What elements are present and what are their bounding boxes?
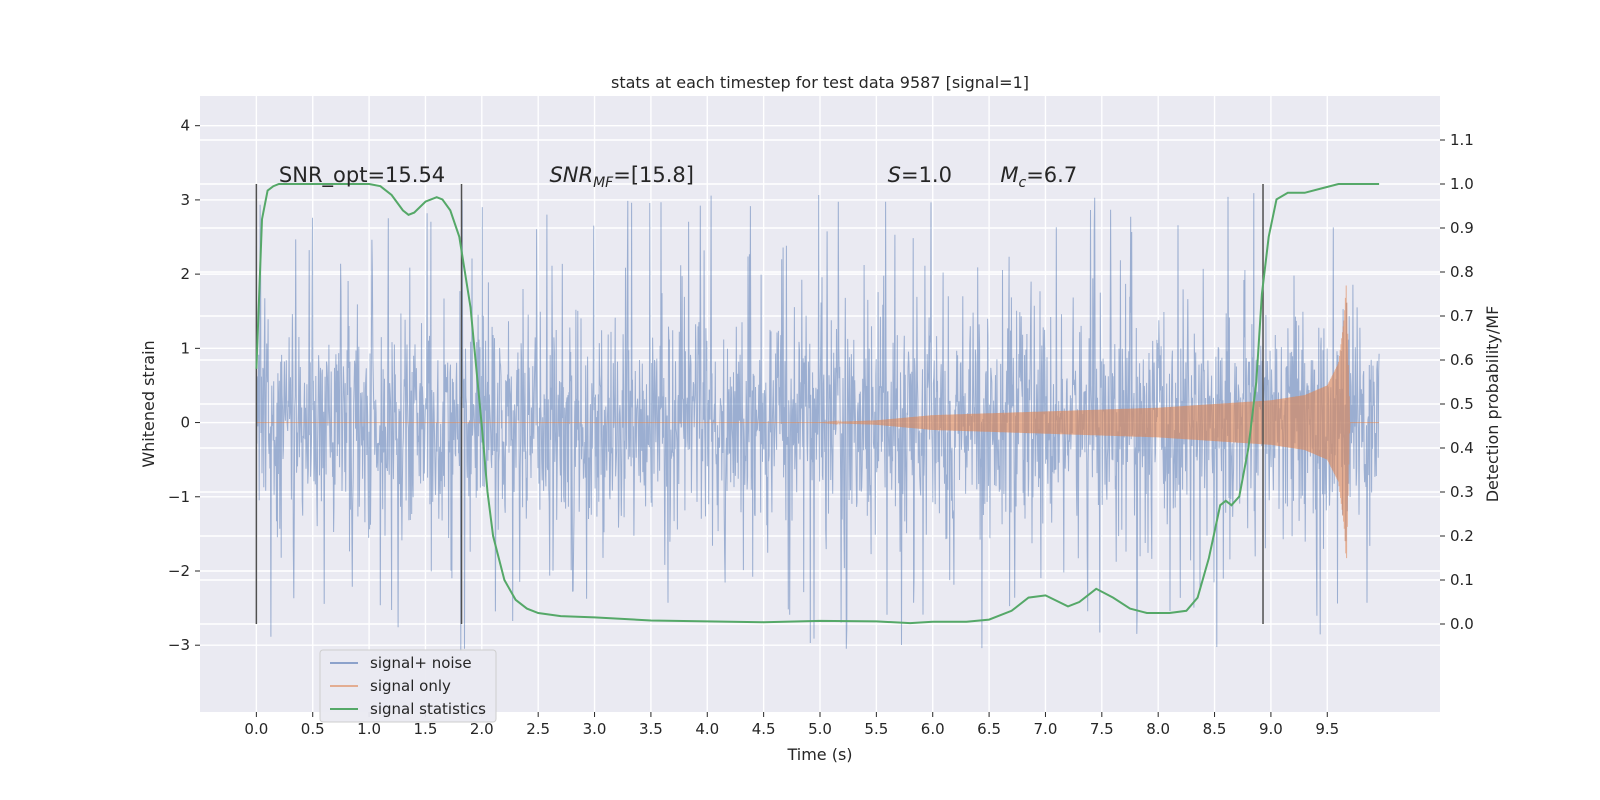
legend-label-signal-statistics: signal statistics <box>370 700 486 718</box>
x-tick-label: 9.0 <box>1259 720 1283 738</box>
annotation-part: MF <box>593 175 614 191</box>
x-tick-label: 0.0 <box>244 720 268 738</box>
annotation-1: SNRMF=[15.8] <box>549 163 694 191</box>
series-area <box>255 183 1380 652</box>
x-tick-label: 4.0 <box>695 720 719 738</box>
x-tick-label: 8.0 <box>1146 720 1170 738</box>
y-right-tick-label: 0.4 <box>1450 439 1474 457</box>
y-left-tick-label: 1 <box>180 339 190 357</box>
series-signal-noise-line <box>255 193 1380 652</box>
annotation-0: SNR_opt=15.54 <box>279 163 445 188</box>
annotation-part: M <box>1000 163 1018 187</box>
x-tick-label: 3.0 <box>583 720 607 738</box>
x-tick-label: 2.0 <box>470 720 494 738</box>
y-left-tick-label: −1 <box>168 488 190 506</box>
x-axis-label: Time (s) <box>786 745 852 764</box>
legend: signal+ noise signal only signal statist… <box>319 649 497 723</box>
y-right-tick-label: 0.8 <box>1450 263 1474 281</box>
annotations: SNR_opt=15.54 SNRMF=[15.8] S=1.0 Mc=6.7 <box>279 163 1077 191</box>
y-left-tick-label: −2 <box>168 562 190 580</box>
y-right-tick-label: 0.1 <box>1450 571 1474 589</box>
x-tick-label: 2.5 <box>526 720 550 738</box>
x-tick-label: 7.5 <box>1090 720 1114 738</box>
annotation-part: =6.7 <box>1026 163 1077 187</box>
annotation-part: c <box>1018 175 1026 191</box>
ticks: 0.0 0.5 1.0 1.5 2.0 2.5 3.0 3.5 4.0 4.5 5.0 5.5 6.0 6… <box>168 117 1474 738</box>
y-right-tick-label: 1.0 <box>1450 175 1474 193</box>
series-signal-only-line <box>256 285 1380 559</box>
x-tick-label: 6.5 <box>977 720 1001 738</box>
x-tick-label: 0.5 <box>301 720 325 738</box>
legend-box <box>319 649 497 723</box>
annotation-part: =1.0 <box>901 163 952 187</box>
y-right-tick-label: 1.1 <box>1450 131 1474 149</box>
y-right-tick-label: 0.5 <box>1450 395 1474 413</box>
annotation-part: =[15.8] <box>613 163 694 187</box>
x-tick-label: 5.5 <box>864 720 888 738</box>
y-right-tick-label: 0.7 <box>1450 307 1474 325</box>
x-tick-label: 1.0 <box>357 720 381 738</box>
y-left-tick-label: −3 <box>168 636 190 654</box>
grid <box>200 96 1440 712</box>
x-tick-label: 5.0 <box>808 720 832 738</box>
y-axis-label-right: Detection probability/MF <box>1483 306 1502 503</box>
x-tick-label: 1.5 <box>414 720 438 738</box>
x-tick-label: 4.5 <box>752 720 776 738</box>
y-axis-label-left: Whitened strain <box>139 340 158 467</box>
annotation-part: SNR <box>549 163 593 187</box>
y-right-tick-label: 0.2 <box>1450 527 1474 545</box>
y-right-tick-label: 0.3 <box>1450 483 1474 501</box>
x-tick-label: 8.5 <box>1203 720 1227 738</box>
y-left-tick-label: 2 <box>180 265 190 283</box>
legend-label-signal-only: signal only <box>370 677 451 695</box>
x-tick-label: 3.5 <box>639 720 663 738</box>
chart-title: stats at each timestep for test data 958… <box>611 73 1029 92</box>
y-left-tick-label: 0 <box>180 414 190 432</box>
legend-label-signal-noise: signal+ noise <box>370 654 472 672</box>
y-left-tick-label: 4 <box>180 117 190 135</box>
annotation-3: Mc=6.7 <box>1000 163 1077 191</box>
annotation-2: S=1.0 <box>888 163 952 187</box>
x-tick-label: 9.5 <box>1315 720 1339 738</box>
y-right-tick-label: 0.6 <box>1450 351 1474 369</box>
y-right-tick-label: 0.9 <box>1450 219 1474 237</box>
y-left-tick-label: 3 <box>180 191 190 209</box>
x-tick-label: 7.0 <box>1034 720 1058 738</box>
x-tick-label: 6.0 <box>921 720 945 738</box>
annotation-part: S <box>888 163 901 187</box>
series-signal-statistics-line <box>255 183 1380 625</box>
y-right-tick-label: 0.0 <box>1450 615 1474 633</box>
